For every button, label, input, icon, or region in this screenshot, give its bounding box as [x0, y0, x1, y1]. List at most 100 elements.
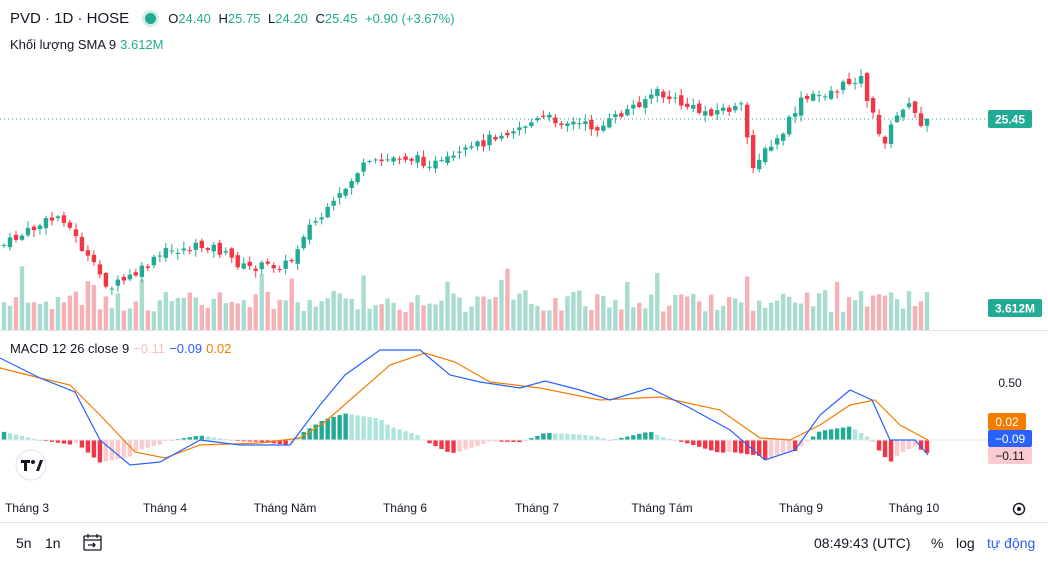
candle [67, 219, 73, 231]
macd-signal-line [0, 352, 929, 459]
candle [151, 254, 157, 269]
auto-scale-button[interactable]: tự động [987, 535, 1036, 551]
volume-bar [235, 303, 240, 330]
macd-hist-bar [792, 440, 798, 452]
volume-bar [762, 307, 768, 330]
candle [409, 157, 414, 165]
volume-bar [337, 293, 342, 330]
volume-bar [361, 275, 366, 330]
signal-badge [988, 413, 1026, 430]
candle [643, 95, 648, 115]
volume-legend[interactable]: Khối lượng SMA 9 3.612M [10, 37, 164, 52]
price-chart[interactable]: 25.45 3.612M 0.50 0.02 −0.09 −0.11 Tháng… [0, 0, 1048, 522]
volume-bar [103, 296, 109, 330]
time-label: Tháng Tám [631, 501, 692, 515]
macd-hist-bar [888, 440, 894, 462]
candle [625, 104, 630, 117]
macd-hist-bar [19, 435, 25, 440]
candle [601, 120, 606, 133]
candle [145, 263, 151, 272]
volume-bar [733, 298, 738, 330]
candle [109, 286, 115, 295]
candle [894, 112, 900, 124]
ohlc-values: O24.40 H25.75 L24.20 C25.45 +0.90 (+3.67… [168, 11, 455, 26]
candle [439, 156, 444, 162]
macd-hist-bar [307, 428, 312, 440]
candle [31, 224, 37, 237]
range-5d-button[interactable]: 5n [16, 535, 32, 551]
volume-bar [439, 300, 444, 330]
volume-bar [852, 300, 858, 330]
macd-hist-bar [697, 440, 702, 447]
candle [133, 268, 139, 278]
candle [433, 156, 438, 174]
symbol-title[interactable]: PVD · 1D · HOSE [10, 10, 130, 27]
candle [7, 232, 13, 251]
macd-hist-bar [810, 436, 816, 440]
pane-divider[interactable] [0, 330, 1048, 331]
percent-button[interactable]: % [931, 535, 944, 551]
macd-hist-bar [798, 440, 804, 447]
settings-icon[interactable] [1012, 502, 1026, 516]
macd-hist-bar [625, 436, 630, 440]
volume-bar [241, 300, 246, 330]
macd-hist-bar [31, 438, 37, 440]
date-range-icon[interactable] [82, 533, 104, 556]
macd-hist-bar [115, 440, 121, 459]
candle [822, 93, 828, 101]
macd-hist-bar [595, 436, 600, 440]
macd-hist-bar [337, 415, 342, 440]
macd-hist-bar [529, 438, 534, 440]
macd-hist-bar [828, 429, 834, 440]
candle [721, 103, 726, 115]
macd-hist-bar [349, 414, 354, 440]
volume-bar [91, 285, 97, 330]
volume-bar [121, 310, 127, 330]
candle [169, 244, 175, 255]
candle [739, 100, 744, 112]
volume-bar [673, 295, 678, 330]
macd-hist-bar [816, 431, 822, 440]
volume-bar [175, 298, 181, 330]
candle [577, 117, 582, 130]
macd-hist-bar [379, 419, 384, 440]
volume-bar [679, 294, 684, 330]
macd-hist-bar [912, 440, 918, 447]
macd-hist-bar [385, 424, 390, 440]
candle [223, 247, 228, 256]
volume-bar [924, 291, 930, 330]
candle [744, 102, 750, 145]
candle [493, 134, 498, 142]
macd-legend[interactable]: MACD 12 26 close 9 −0.11 −0.09 0.02 [10, 341, 231, 356]
volume-bar [655, 272, 660, 330]
chart-legend: PVD · 1D · HOSE O24.40 H25.75 L24.20 C25… [10, 10, 459, 27]
high-value: 25.75 [227, 11, 261, 26]
volume-bar [265, 291, 270, 330]
macd-hist-bar [924, 440, 930, 453]
volume-bar [385, 298, 390, 330]
volume-bar [73, 291, 79, 330]
volume-bar [786, 296, 792, 330]
macd-hist-bar [199, 435, 204, 440]
candle [846, 72, 852, 86]
macd-hist-bar [361, 416, 366, 440]
volume-bar [427, 303, 432, 330]
candle [427, 160, 432, 171]
clock-time[interactable]: 08:49:43 (UTC) [814, 535, 911, 551]
macd-hist-bar [535, 435, 540, 440]
candle [631, 99, 636, 115]
log-button[interactable]: log [956, 535, 975, 551]
macd-hist-bar [397, 429, 402, 440]
macd-hist-bar [265, 440, 270, 443]
volume-bar [163, 292, 169, 330]
volume-bar [379, 304, 384, 330]
macd-hist-bar [822, 430, 828, 440]
volume-legend-value: 3.612M [120, 37, 164, 52]
macd-hist-bar [840, 427, 846, 440]
time-label: Tháng 9 [779, 501, 823, 515]
macd-hist-bar [721, 440, 726, 453]
range-1d-button[interactable]: 1n [45, 535, 61, 551]
macd-hist-bar [858, 433, 864, 440]
volume-bar [331, 290, 336, 330]
tradingview-logo[interactable] [15, 449, 47, 481]
